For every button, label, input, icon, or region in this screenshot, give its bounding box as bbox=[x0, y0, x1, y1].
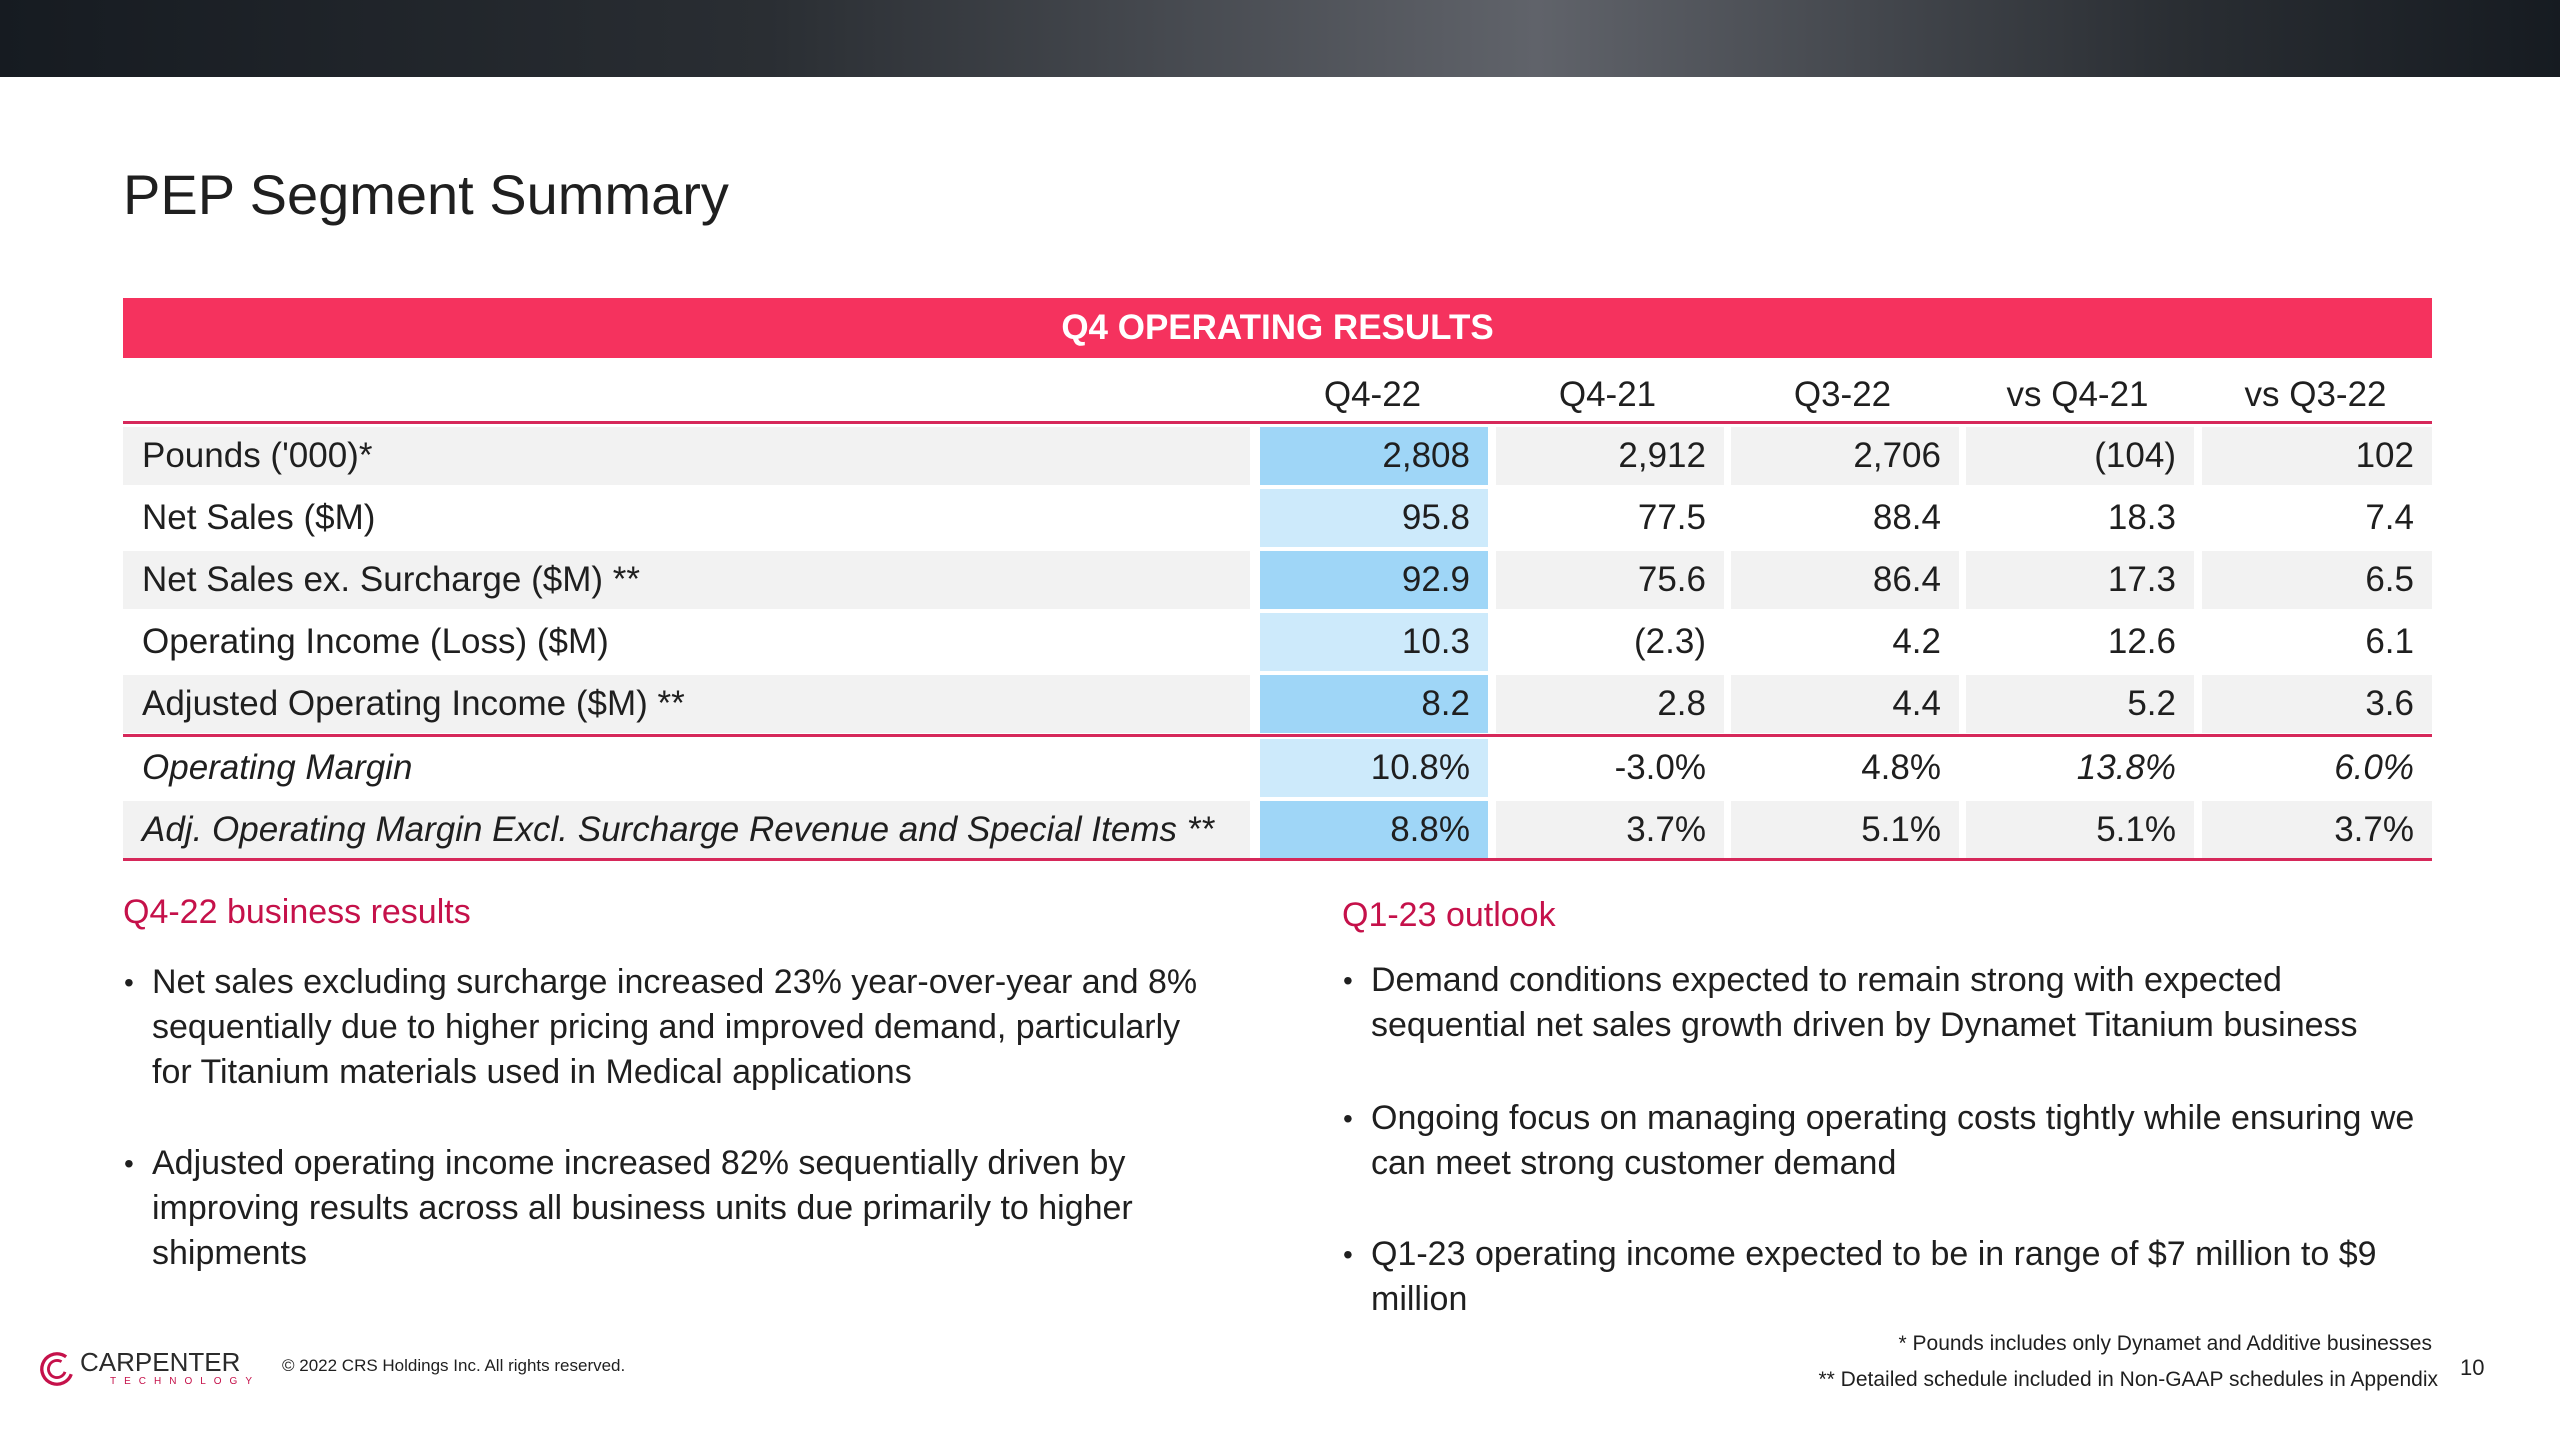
margin-divider bbox=[123, 734, 2432, 737]
table-cell: 4.2 bbox=[1731, 613, 1959, 671]
bullet-dot-icon: • bbox=[124, 1148, 134, 1179]
table-cell: 7.4 bbox=[2202, 489, 2432, 547]
table-cell: 3.6 bbox=[2202, 675, 2432, 733]
bullet-dot-icon: • bbox=[1343, 1239, 1353, 1270]
footnote-non-gaap: ** Detailed schedule included in Non-GAA… bbox=[1818, 1368, 2438, 1391]
carpenter-logo-icon bbox=[40, 1352, 74, 1386]
company-logo: CARPENTER TECHNOLOGY bbox=[38, 1344, 260, 1394]
table-cell: 102 bbox=[2202, 427, 2432, 485]
table-cell: 3.7% bbox=[2202, 801, 2432, 859]
table-cell: 6.1 bbox=[2202, 613, 2432, 671]
table-cell: (2.3) bbox=[1496, 613, 1724, 671]
business-result-bullet: • Adjusted operating income increased 82… bbox=[124, 1141, 1212, 1276]
table-cell: 6.0% bbox=[2202, 739, 2432, 797]
table-cell: 5.1% bbox=[1731, 801, 1959, 859]
table-cell: 6.5 bbox=[2202, 551, 2432, 609]
page-number: 10 bbox=[2460, 1355, 2485, 1380]
table-bottom-line bbox=[123, 858, 2432, 861]
table-cell: 8.2 bbox=[1260, 675, 1488, 733]
row-label-operating-income: Operating Income (Loss) ($M) bbox=[123, 613, 1250, 671]
table-cell: 17.3 bbox=[1966, 551, 2194, 609]
table-cell: 2.8 bbox=[1496, 675, 1724, 733]
table-cell: 92.9 bbox=[1260, 551, 1488, 609]
table-cell: 10.3 bbox=[1260, 613, 1488, 671]
table-cell: 5.1% bbox=[1966, 801, 2194, 859]
table-cell: 10.8% bbox=[1260, 739, 1488, 797]
table-cell: -3.0% bbox=[1496, 739, 1724, 797]
column-header-q4-22: Q4-22 bbox=[1323, 375, 1422, 414]
row-label-operating-margin: Operating Margin bbox=[123, 739, 1250, 797]
table-cell: 5.2 bbox=[1966, 675, 2194, 733]
column-header-q3-22: Q3-22 bbox=[1793, 375, 1892, 414]
logo-name: CARPENTER bbox=[80, 1347, 241, 1377]
outlook-bullet: • Ongoing focus on managing operating co… bbox=[1343, 1096, 2431, 1186]
row-label-adj-operating-margin: Adj. Operating Margin Excl. Surcharge Re… bbox=[123, 801, 1250, 859]
outlook-bullet: • Q1-23 operating income expected to be … bbox=[1343, 1232, 2431, 1322]
table-cell: (104) bbox=[1966, 427, 2194, 485]
table-cell: 8.8% bbox=[1260, 801, 1488, 859]
column-header-vs-q4-21: vs Q4-21 bbox=[2006, 375, 2149, 414]
table-banner: Q4 OPERATING RESULTS bbox=[123, 298, 2432, 358]
copyright-text: © 2022 CRS Holdings Inc. All rights rese… bbox=[282, 1356, 626, 1375]
table-cell: 4.8% bbox=[1731, 739, 1959, 797]
bullet-dot-icon: • bbox=[1343, 1103, 1353, 1134]
table-cell: 2,706 bbox=[1731, 427, 1959, 485]
row-label-net-sales: Net Sales ($M) bbox=[123, 489, 1250, 547]
bullet-dot-icon: • bbox=[124, 967, 134, 998]
header-divider bbox=[123, 421, 2432, 424]
bullet-dot-icon: • bbox=[1343, 965, 1353, 996]
table-cell: 2,808 bbox=[1260, 427, 1488, 485]
column-header-vs-q3-22: vs Q3-22 bbox=[2244, 375, 2387, 414]
row-label-pounds: Pounds ('000)* bbox=[123, 427, 1250, 485]
table-cell: 75.6 bbox=[1496, 551, 1724, 609]
table-cell: 12.6 bbox=[1966, 613, 2194, 671]
table-cell: 3.7% bbox=[1496, 801, 1724, 859]
table-cell: 88.4 bbox=[1731, 489, 1959, 547]
table-cell: 2,912 bbox=[1496, 427, 1724, 485]
column-header-q4-21: Q4-21 bbox=[1558, 375, 1657, 414]
page-title: PEP Segment Summary bbox=[123, 163, 729, 226]
logo-subtitle: TECHNOLOGY bbox=[110, 1376, 261, 1387]
footnote-pounds: * Pounds includes only Dynamet and Addit… bbox=[1898, 1332, 2433, 1355]
row-label-net-sales-ex-surcharge: Net Sales ex. Surcharge ($M) ** bbox=[123, 551, 1250, 609]
table-cell: 95.8 bbox=[1260, 489, 1488, 547]
row-label-adjusted-operating-income: Adjusted Operating Income ($M) ** bbox=[123, 675, 1250, 733]
table-cell: 18.3 bbox=[1966, 489, 2194, 547]
table-cell: 77.5 bbox=[1496, 489, 1724, 547]
top-banner bbox=[0, 0, 2560, 77]
table-cell: 86.4 bbox=[1731, 551, 1959, 609]
outlook-heading: Q1-23 outlook bbox=[1342, 896, 1556, 934]
table-cell: 4.4 bbox=[1731, 675, 1959, 733]
business-results-heading: Q4-22 business results bbox=[123, 893, 471, 931]
table-cell: 13.8% bbox=[1966, 739, 2194, 797]
outlook-bullet: • Demand conditions expected to remain s… bbox=[1343, 958, 2431, 1048]
business-result-bullet: • Net sales excluding surcharge increase… bbox=[124, 960, 1212, 1095]
